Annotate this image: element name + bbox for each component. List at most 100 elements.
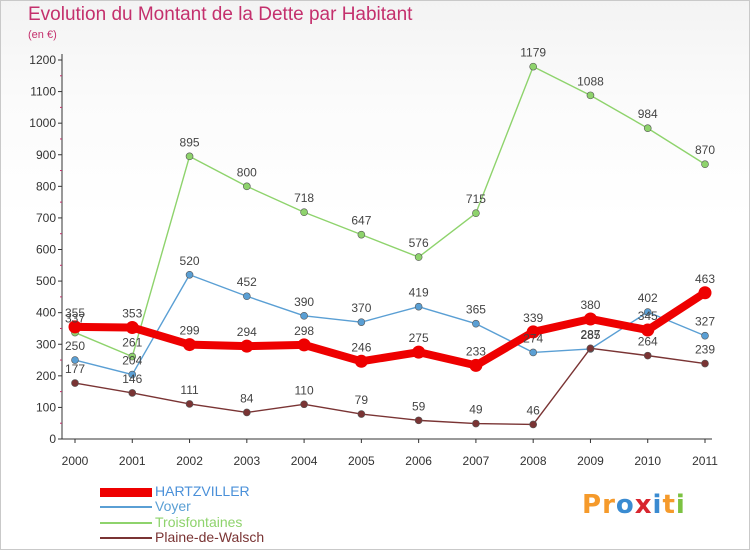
data-point [68,320,82,334]
chart-subtitle: (en €) [28,29,57,41]
data-label: 452 [237,275,257,289]
data-point [243,408,251,417]
data-label: 264 [638,335,658,349]
data-point [643,124,652,133]
data-label: 250 [65,339,85,353]
data-label: 419 [409,286,429,300]
x-tick-label: 2000 [62,454,89,468]
data-label: 246 [351,340,371,354]
data-label: 79 [355,393,369,407]
data-point [586,344,595,353]
data-point [300,400,308,409]
data-label: 370 [351,301,371,315]
x-tick-label: 2009 [577,454,604,468]
data-label: 204 [122,354,142,368]
data-label: 84 [240,391,254,405]
data-label: 59 [412,399,426,413]
data-label: 327 [695,315,715,329]
data-point [185,270,194,279]
data-point [701,359,709,368]
data-point [414,416,423,425]
y-tick-label: 100 [36,400,56,414]
data-label: 275 [409,331,429,345]
data-label: 49 [469,403,483,417]
data-point [701,331,709,340]
data-point [185,400,194,408]
data-point [469,358,483,372]
y-tick-label: 600 [36,243,56,257]
data-label: 287 [580,327,600,341]
data-point [300,208,308,217]
data-point [71,356,79,364]
data-label: 46 [527,403,541,417]
y-tick-label: 1100 [30,85,56,99]
data-label: 337 [65,312,85,326]
x-tick-label: 2010 [634,454,661,468]
legend-label: Troisfontaines [155,514,243,530]
legend-swatch [100,537,152,539]
y-tick-label: 1000 [29,116,56,130]
data-label: 298 [294,324,314,338]
data-label: 285 [580,328,600,342]
x-tick-label: 2003 [233,454,260,468]
data-point [586,91,595,100]
data-point [472,419,480,428]
data-label: 1179 [520,46,546,60]
data-label: 177 [65,362,85,376]
data-label: 984 [638,107,658,121]
data-point [354,354,368,368]
data-label: 339 [523,311,543,325]
data-point [357,410,366,418]
data-point [412,345,426,359]
data-point [125,321,139,335]
legend-swatch [100,506,152,508]
data-point [128,389,137,397]
data-point [526,325,540,339]
data-point [357,318,366,326]
data-label: 463 [695,272,715,286]
x-tick-label: 2008 [520,454,547,468]
data-label: 294 [237,325,257,339]
y-tick-label: 0 [49,432,56,446]
x-tick-label: 2001 [119,454,146,468]
chart-title: Evolution du Montant de la Dette par Hab… [28,4,413,25]
y-tick-label: 700 [36,211,56,225]
y-tick-label: 400 [36,306,56,320]
data-label: 390 [294,295,314,309]
data-point [643,308,652,316]
data-label: 895 [180,135,200,149]
data-point [185,152,194,161]
series-line-voyer [74,274,706,376]
data-point [529,420,537,429]
data-point [583,312,597,326]
data-point [643,351,652,360]
y-tick-label: 800 [36,179,56,193]
x-tick-label: 2006 [405,454,432,468]
data-point [240,339,254,353]
x-tick-label: 2004 [291,454,318,468]
data-label: 402 [638,291,658,305]
data-point [297,338,311,352]
data-label: 146 [122,372,142,386]
legend-label: Plaine-de-Walsch [155,529,265,545]
legend-label: HARTZVILLER [155,483,250,499]
data-label: 353 [122,307,142,321]
data-point [128,370,137,379]
data-label: 239 [695,343,715,357]
data-label: 299 [180,324,200,338]
data-label: 365 [466,303,486,317]
data-point [414,253,423,261]
data-label: 520 [180,254,200,268]
x-tick-label: 2002 [176,454,203,468]
data-point [128,352,137,361]
data-point [698,286,712,300]
data-point [414,302,423,311]
data-label: 111 [180,383,199,397]
data-point [357,230,366,239]
data-point [71,379,79,387]
legend-swatch [100,487,152,497]
y-tick-label: 500 [36,274,56,288]
data-label: 274 [523,331,543,345]
data-label: 800 [237,165,257,179]
